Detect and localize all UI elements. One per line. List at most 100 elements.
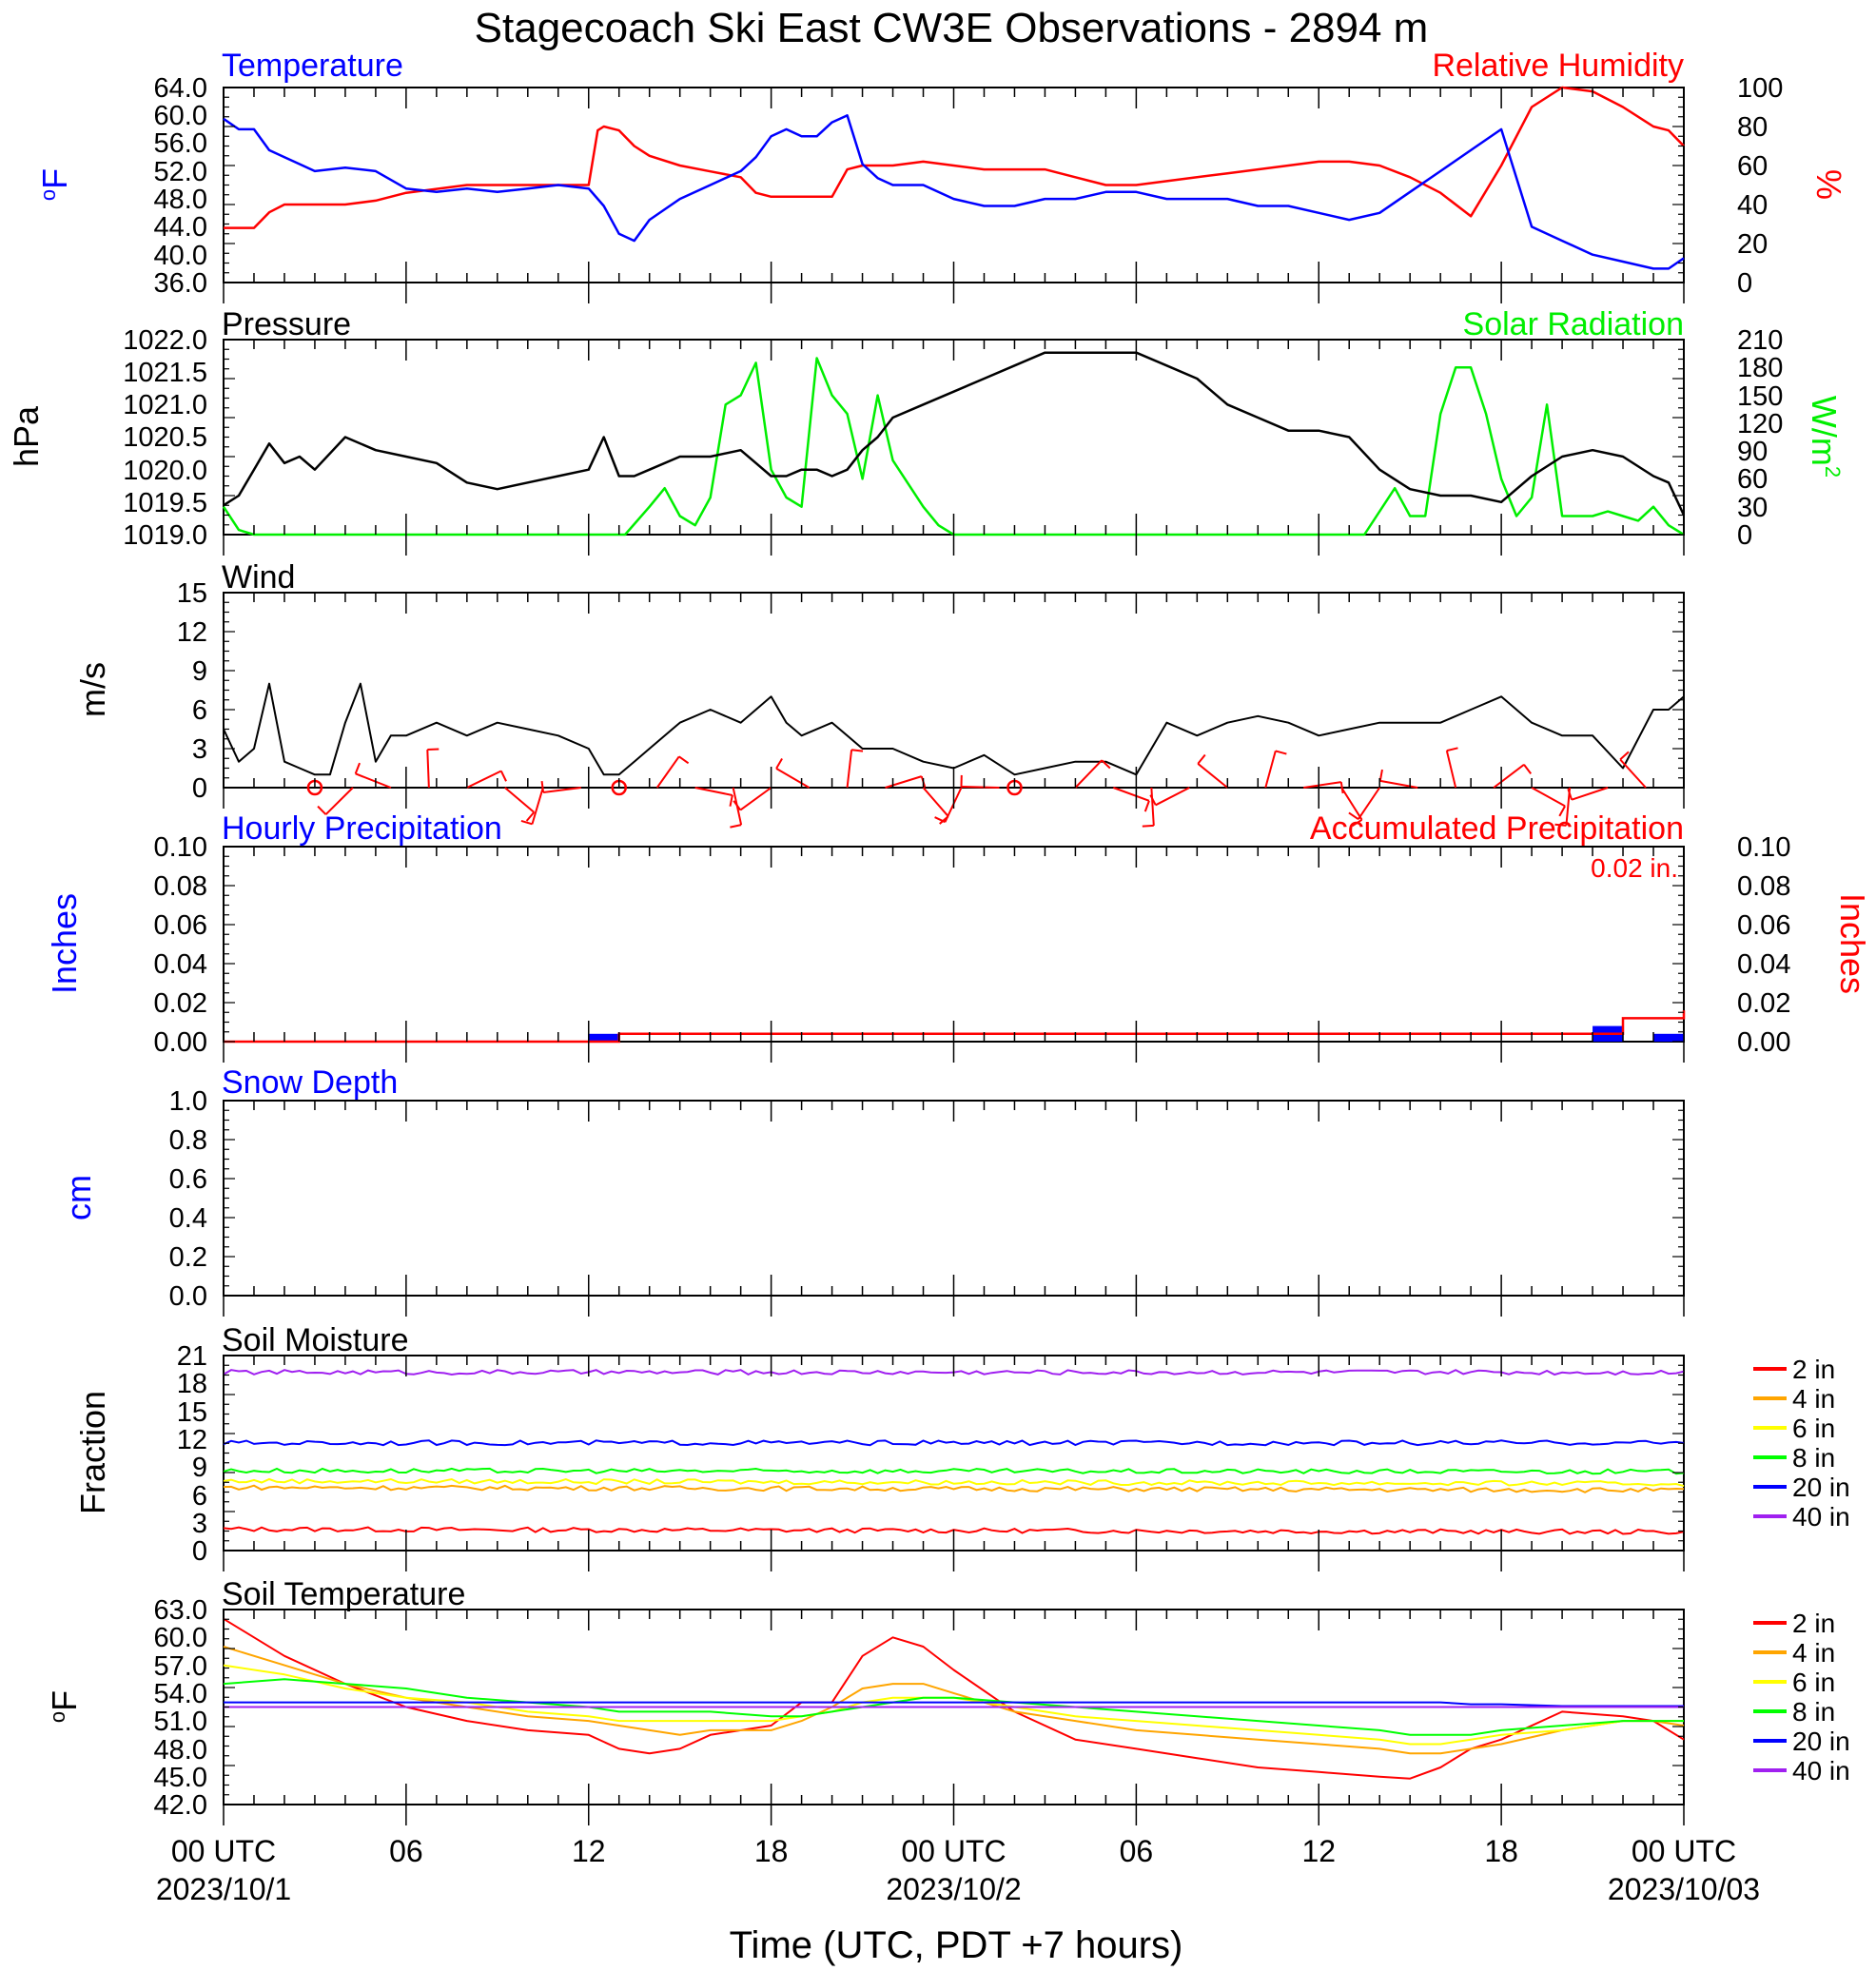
- pressure-title: Pressure: [222, 306, 351, 342]
- pressure-tick-label: 1019.0: [123, 520, 207, 551]
- precip-tick-label: 0.00: [1737, 1027, 1790, 1058]
- panel-ticks: [224, 340, 1684, 556]
- hourly-precip-bar: [1653, 1034, 1684, 1042]
- precip-tick-label: 0.08: [1737, 871, 1790, 902]
- wind-barb: [467, 771, 506, 788]
- x-tick-label: 00 UTC: [1632, 1834, 1736, 1868]
- x-tick-label: 18: [1484, 1834, 1518, 1868]
- temp-rh-plot: [224, 88, 1684, 268]
- soil-moisture-tick-label: 15: [177, 1397, 207, 1428]
- legend-label: 2 in: [1792, 1609, 1835, 1638]
- solar-tick-label: 180: [1737, 353, 1783, 383]
- soil-temp-unit-label: oF: [45, 1690, 84, 1723]
- snow-frame: [224, 1101, 1684, 1296]
- legend-label: 8 in: [1792, 1443, 1835, 1473]
- soil-moisture-tick-label: 6: [192, 1481, 207, 1512]
- solar-series-line: [224, 359, 1684, 536]
- legend-label: 4 in: [1792, 1384, 1835, 1414]
- pressure-tick-label: 1020.0: [123, 456, 207, 486]
- rh-tick-label: 40: [1737, 190, 1768, 221]
- precip-frame: [224, 847, 1684, 1042]
- snow-tick-label: 0.8: [169, 1125, 207, 1156]
- legend-label: 4 in: [1792, 1638, 1835, 1668]
- panel-ticks: [224, 847, 1684, 1063]
- precip-tick-label: 0.04: [154, 949, 207, 980]
- soil-moisture-tick-label: 21: [177, 1341, 207, 1372]
- wind-barb: [657, 756, 689, 788]
- x-tick-label: 00 UTC: [171, 1834, 276, 1868]
- legend-label: 20 in: [1792, 1727, 1850, 1756]
- legend-label: 40 in: [1792, 1756, 1850, 1786]
- wind-barb: [505, 788, 535, 821]
- x-tick-label: 00 UTC: [901, 1834, 1006, 1868]
- precip-tick-label: 0.10: [154, 832, 207, 863]
- temp-series-line: [224, 115, 1684, 268]
- wind-tick-label: 15: [177, 578, 207, 609]
- precip-tick-label: 0.02: [1737, 988, 1790, 1019]
- solar-tick-label: 60: [1737, 464, 1768, 495]
- soil-moisture-line: [224, 1469, 1684, 1473]
- wind-barb: [848, 750, 863, 788]
- soil-temp-y-ticks: 63.0 60.0 57.0 54.0 51.0 48.0 45.0 42.0: [154, 1595, 207, 1821]
- wind-barb: [1265, 751, 1286, 788]
- rh-tick-label: 100: [1737, 73, 1783, 104]
- wind-barb: [1447, 748, 1458, 788]
- pressure-tick-label: 1021.0: [123, 390, 207, 420]
- temp-tick-label: 40.0: [154, 241, 207, 271]
- rh-series-line: [224, 88, 1684, 228]
- solar-tick-label: 90: [1737, 437, 1768, 467]
- panel-ticks: [224, 1610, 1684, 1825]
- soil-temp-tick-label: 45.0: [154, 1763, 207, 1793]
- soil-temp-tick-label: 57.0: [154, 1651, 207, 1682]
- precip-tick-label: 0.06: [1737, 910, 1790, 941]
- solar-tick-label: 0: [1737, 520, 1752, 551]
- legend-label: 2 in: [1792, 1355, 1835, 1384]
- snow-tick-label: 0.0: [169, 1281, 207, 1312]
- x-tick-label: 12: [1301, 1834, 1336, 1868]
- rh-title: Relative Humidity: [1432, 48, 1684, 84]
- soil-moisture-y-ticks: 21 18 15 12 9 6 3 0: [177, 1341, 207, 1567]
- wind-barb: [1380, 770, 1417, 788]
- precip-left-ticks: 0.10 0.08 0.06 0.04 0.02 0.00: [154, 832, 207, 1058]
- temp-tick-label: 52.0: [154, 157, 207, 187]
- pressure-series-line: [224, 353, 1684, 516]
- soil-moisture-tick-label: 3: [192, 1509, 207, 1539]
- precip-right-unit: Inches: [1833, 893, 1872, 994]
- legend-label: 6 in: [1792, 1414, 1835, 1443]
- precip-tick-label: 0.08: [154, 871, 207, 902]
- x-date-label: 2023/10/2: [886, 1872, 1021, 1906]
- soil-moisture-frame: [224, 1356, 1684, 1551]
- pressure-unit-label: hPa: [7, 405, 46, 467]
- precip-tick-label: 0.10: [1737, 832, 1790, 863]
- soil-moisture-title: Soil Moisture: [222, 1322, 409, 1358]
- temp-tick-label: 56.0: [154, 128, 207, 159]
- soil-moisture-plot: [224, 1370, 1684, 1533]
- soil-temp-tick-label: 51.0: [154, 1707, 207, 1737]
- x-axis-title: Time (UTC, PDT +7 hours): [730, 1924, 1183, 1966]
- chart-title: Stagecoach Ski East CW3E Observations - …: [475, 5, 1429, 51]
- pressure-frame: [224, 340, 1684, 535]
- wind-barb: [1143, 788, 1154, 827]
- panel-ticks: [224, 1101, 1684, 1317]
- soil-temp-title: Soil Temperature: [222, 1576, 465, 1612]
- temp-title: Temperature: [222, 48, 403, 84]
- legend-label: 8 in: [1792, 1697, 1835, 1727]
- solar-tick-label: 120: [1737, 409, 1783, 439]
- pressure-y-ticks: 1022.0 1021.5 1021.0 1020.5 1020.0 1019.…: [123, 325, 207, 551]
- snow-y-ticks: 1.0 0.8 0.6 0.4 0.2 0.0: [169, 1086, 207, 1312]
- precip-total-label: 0.02 in.: [1591, 853, 1678, 883]
- temp-tick-label: 36.0: [154, 268, 207, 299]
- soil-temp-tick-label: 42.0: [154, 1790, 207, 1821]
- wind-tick-label: 0: [192, 773, 207, 804]
- soil-moisture-tick-label: 9: [192, 1453, 207, 1483]
- accum-precip-title: Accumulated Precipitation: [1310, 810, 1684, 847]
- wind-speed-line: [224, 684, 1684, 775]
- rh-tick-label: 20: [1737, 229, 1768, 260]
- pressure-tick-label: 1022.0: [123, 325, 207, 356]
- x-tick-label: 06: [1120, 1834, 1154, 1868]
- wind-tick-label: 3: [192, 734, 207, 765]
- precip-tick-label: 0.02: [154, 988, 207, 1019]
